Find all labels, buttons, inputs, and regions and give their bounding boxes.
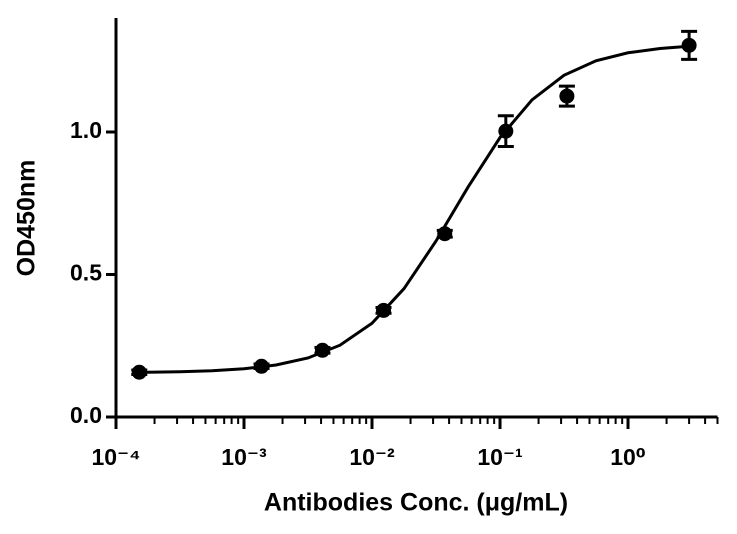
data-point	[254, 358, 270, 374]
x-tick-label: 10⁰	[610, 444, 646, 470]
data-point	[498, 123, 514, 139]
x-tick-label: 10⁻⁴	[91, 444, 140, 470]
x-axis-title: Antibodies Conc. (μg/mL)	[264, 489, 568, 517]
y-tick-label: 1.0	[70, 117, 102, 143]
data-point	[376, 302, 392, 318]
data-point	[131, 364, 147, 380]
data-point	[559, 88, 575, 104]
x-tick-label: 10⁻²	[349, 444, 395, 470]
y-tick-label: 0.0	[70, 402, 102, 428]
data-point	[314, 342, 330, 358]
data-point	[437, 226, 453, 242]
y-tick-label: 0.5	[70, 260, 102, 286]
fit-curve	[138, 45, 686, 374]
data-point	[681, 37, 697, 53]
y-axis-title: OD450nm	[13, 160, 41, 277]
x-tick-label: 10⁻¹	[477, 444, 522, 470]
x-tick-label: 10⁻³	[221, 444, 267, 470]
